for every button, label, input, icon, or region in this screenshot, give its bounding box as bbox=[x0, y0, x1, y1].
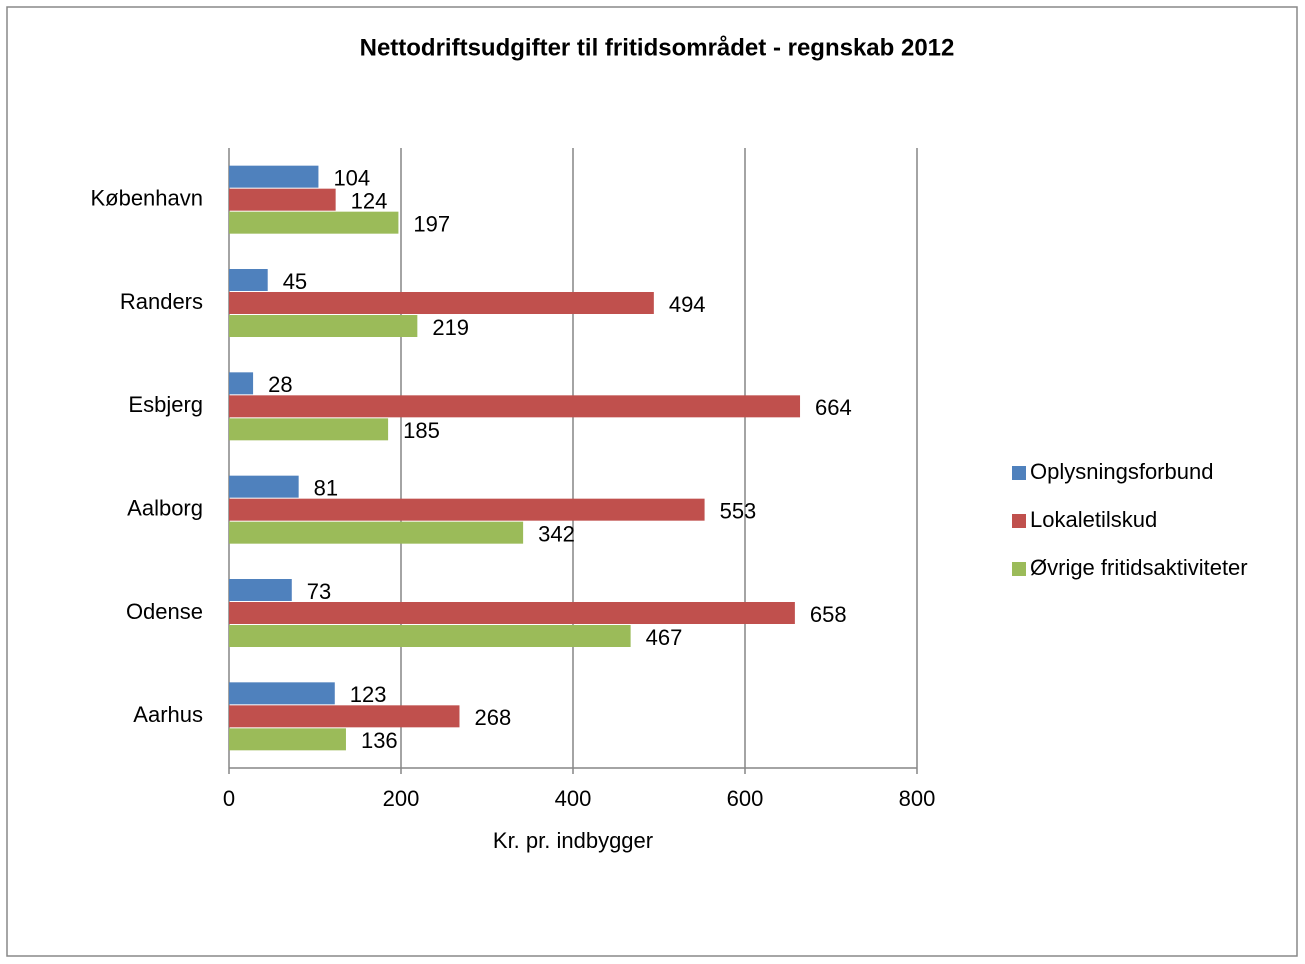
data-label: 658 bbox=[810, 602, 847, 627]
bar bbox=[229, 625, 631, 647]
x-axis-title: Kr. pr. indbygger bbox=[493, 828, 653, 853]
legend-swatch bbox=[1012, 466, 1026, 480]
legend-label: Oplysningsforbund bbox=[1030, 459, 1213, 484]
data-label: 197 bbox=[413, 211, 450, 236]
data-label: 219 bbox=[432, 315, 469, 340]
data-label: 268 bbox=[474, 705, 511, 730]
x-tick-label: 400 bbox=[555, 786, 592, 811]
bar bbox=[229, 728, 346, 751]
bar bbox=[229, 165, 319, 188]
bar bbox=[229, 372, 254, 395]
bar bbox=[229, 475, 299, 498]
legend-label: Lokaletilskud bbox=[1030, 507, 1157, 532]
data-label: 553 bbox=[720, 498, 757, 523]
bar bbox=[229, 682, 335, 705]
y-tick-label: Esbjerg bbox=[128, 392, 203, 417]
legend-label: Øvrige fritidsaktiviteter bbox=[1030, 555, 1248, 580]
data-label: 664 bbox=[815, 395, 852, 420]
y-tick-label: København bbox=[90, 185, 203, 210]
x-tick-label: 0 bbox=[223, 786, 235, 811]
bar bbox=[229, 269, 268, 291]
bar bbox=[229, 188, 336, 211]
legend-swatch bbox=[1012, 514, 1026, 528]
y-tick-label: Randers bbox=[120, 289, 203, 314]
data-label: 104 bbox=[333, 165, 370, 190]
chart-title: Nettodriftsudgifter til fritidsområdet -… bbox=[360, 34, 955, 61]
data-label: 81 bbox=[314, 475, 338, 500]
data-label: 342 bbox=[538, 521, 575, 546]
bar bbox=[229, 211, 399, 234]
bar bbox=[229, 602, 795, 624]
bar bbox=[229, 705, 460, 728]
bar bbox=[229, 395, 801, 418]
x-tick-label: 200 bbox=[383, 786, 420, 811]
data-label: 45 bbox=[283, 269, 307, 294]
data-label: 124 bbox=[351, 188, 388, 213]
bar bbox=[229, 521, 524, 544]
bar bbox=[229, 579, 292, 601]
data-label: 494 bbox=[669, 292, 706, 317]
legend-swatch bbox=[1012, 562, 1026, 576]
data-label: 28 bbox=[268, 372, 292, 397]
y-tick-label: Odense bbox=[126, 599, 203, 624]
bar bbox=[229, 292, 654, 314]
y-tick-label: Aarhus bbox=[133, 702, 203, 727]
x-tick-label: 800 bbox=[899, 786, 936, 811]
bar bbox=[229, 418, 389, 441]
data-label: 467 bbox=[646, 625, 683, 650]
chart-border bbox=[6, 6, 1298, 957]
data-label: 123 bbox=[350, 682, 387, 707]
data-label: 73 bbox=[307, 579, 331, 604]
data-label: 136 bbox=[361, 728, 398, 753]
y-tick-label: Aalborg bbox=[127, 495, 203, 520]
data-label: 185 bbox=[403, 418, 440, 443]
bar bbox=[229, 498, 705, 521]
bar bbox=[229, 315, 418, 337]
x-tick-label: 600 bbox=[727, 786, 764, 811]
